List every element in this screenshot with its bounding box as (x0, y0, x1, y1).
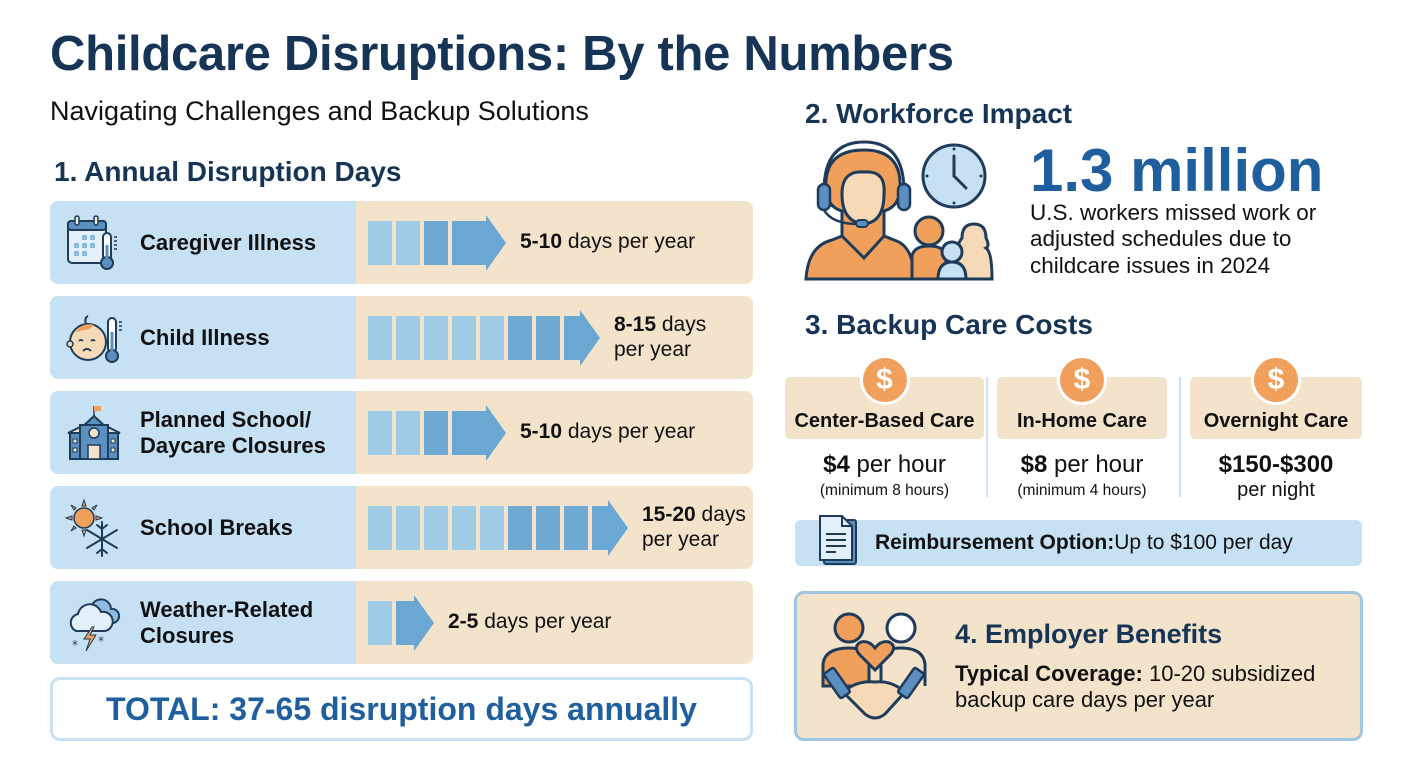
employer-benefits-card: 4. Employer Benefits Typical Coverage: 1… (794, 591, 1363, 741)
calendar-thermometer-icon (67, 214, 117, 270)
disruption-row-school-breaks: School Breaks 15-20 days per year (50, 486, 753, 569)
section-heading-disruption-days: 1. Annual Disruption Days (54, 156, 402, 187)
disruption-label: School Breaks (140, 514, 293, 540)
svg-text:*: * (98, 634, 104, 648)
disruption-list: Caregiver Illness 5-10 days per year (50, 201, 753, 676)
dollar-coin-icon: $ (1057, 355, 1107, 405)
duration-bar (368, 404, 506, 461)
school-building-icon (67, 405, 121, 460)
disruption-days-value: 8-15 days per year (614, 312, 707, 361)
disruption-row-caregiver-illness: Caregiver Illness 5-10 days per year (50, 201, 753, 284)
workforce-description: U.S. workers missed work or adjusted sch… (1030, 200, 1317, 278)
disruption-label: Planned School/Daycare Closures (140, 407, 326, 458)
arrow-icon (452, 214, 506, 271)
arrow-icon (396, 594, 434, 651)
disruption-row-weather-closures: * * Weather-Related Closures 2-5 days per… (50, 581, 753, 664)
cost-note: (minimum 8 hours) (819, 482, 950, 499)
sick-child-thermometer-icon (66, 314, 122, 363)
page-title: Childcare Disruptions: By the Numbers (50, 27, 954, 81)
disruption-days-value: 5-10 days per year (520, 230, 696, 254)
worker-headset-family-icon (804, 140, 994, 281)
arrow-icon (452, 404, 506, 461)
sun-snowflake-icon (64, 497, 118, 557)
document-icon (819, 515, 857, 565)
duration-bar (368, 499, 628, 556)
section-heading-backup-costs: 3. Backup Care Costs (805, 309, 1093, 340)
cost-name: Overnight Care (1203, 410, 1349, 432)
disruption-label: Caregiver Illness (140, 229, 317, 255)
divider (986, 377, 988, 497)
dollar-coin-icon: $ (1251, 355, 1301, 405)
dollar-coin-icon: $ (859, 355, 910, 405)
cost-price: $4 per hour (823, 451, 946, 478)
divider (1179, 377, 1181, 497)
page-subtitle: Navigating Challenges and Backup Solutio… (50, 96, 589, 126)
disruption-label: Child Illness (140, 324, 270, 350)
cost-price: $8 per hour (1020, 451, 1144, 478)
disruption-row-child-illness: Child Illness 8-15 days per year (50, 296, 753, 379)
duration-bar (368, 214, 506, 271)
arrow-icon (564, 309, 600, 366)
disruption-days-value: 15-20 days per year (642, 502, 746, 551)
section-heading-employer-benefits: 4. Employer Benefits (955, 619, 1223, 649)
cost-name: Center-Based Care (794, 410, 975, 432)
disruption-label: Weather-Related Closures (140, 597, 314, 648)
svg-text:*: * (72, 638, 78, 652)
duration-bar (368, 309, 600, 366)
workforce-big-number: 1.3 million (1030, 137, 1324, 204)
section-heading-workforce: 2. Workforce Impact (805, 98, 1073, 129)
disruption-days-value: 2-5 days per year (448, 610, 612, 634)
handshake-heart-icon (821, 612, 927, 720)
disruption-days-value: 5-10 days per year (520, 420, 696, 444)
employer-coverage-text: Typical Coverage: 10-20 subsidized backu… (955, 661, 1316, 713)
cost-note: (minimum 4 hours) (1017, 482, 1147, 499)
total-disruption-days: TOTAL: 37-65 disruption days annually (50, 677, 753, 741)
storm-cloud-icon: * * (69, 597, 121, 652)
cost-price: $150-$300 (1218, 451, 1334, 478)
disruption-row-planned-closures: Planned School/Daycare Closures 5-10 day… (50, 391, 753, 474)
cost-note: per night (1237, 479, 1315, 501)
cost-name: In-Home Care (1016, 410, 1148, 432)
duration-bar (368, 594, 434, 651)
arrow-icon (592, 499, 628, 556)
reimbursement-banner: Reimbursement Option: Up to $100 per day (795, 520, 1362, 566)
